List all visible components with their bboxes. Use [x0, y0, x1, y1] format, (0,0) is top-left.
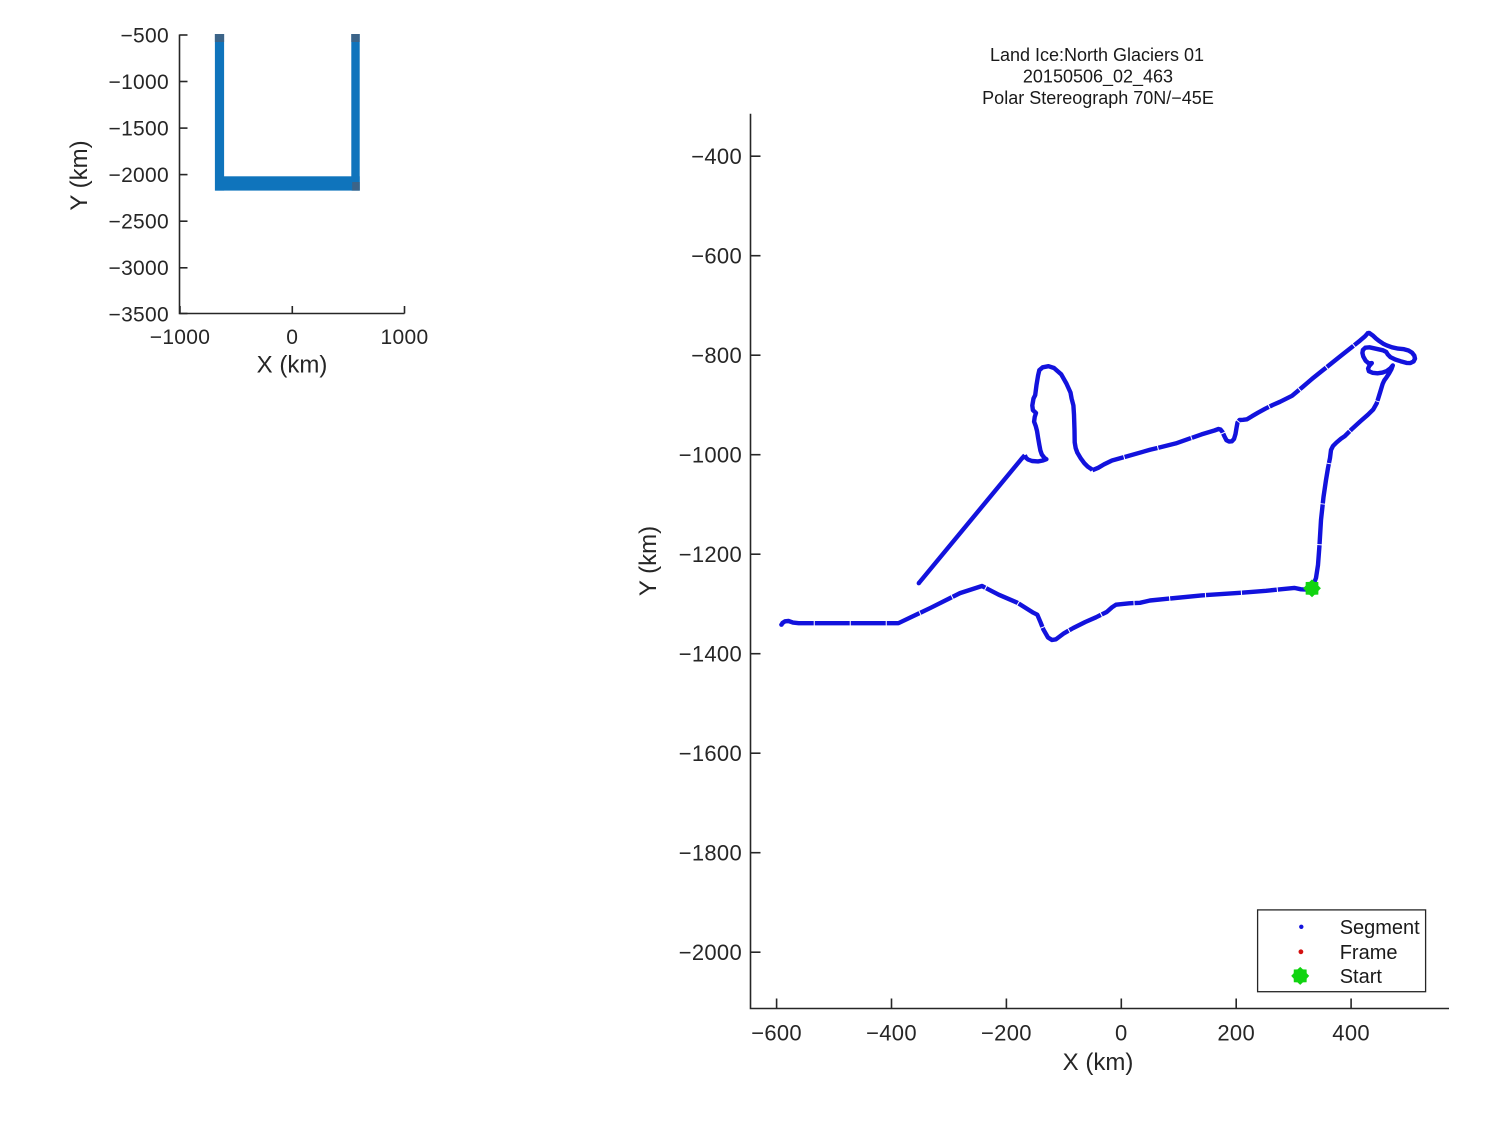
- svg-text:0: 0: [1115, 1021, 1128, 1046]
- svg-text:0: 0: [286, 326, 298, 349]
- svg-text:−600: −600: [691, 243, 742, 268]
- svg-text:−800: −800: [691, 343, 742, 368]
- svg-text:−2000: −2000: [679, 940, 742, 965]
- svg-text:−500: −500: [120, 24, 169, 47]
- svg-text:−1800: −1800: [679, 840, 742, 865]
- svg-text:1000: 1000: [381, 326, 429, 349]
- svg-text:−400: −400: [866, 1021, 917, 1046]
- svg-text:Y (km): Y (km): [66, 140, 93, 210]
- svg-text:−200: −200: [981, 1021, 1032, 1046]
- svg-text:Frame: Frame: [1340, 942, 1398, 964]
- svg-text:−2500: −2500: [109, 211, 169, 234]
- svg-text:−1000: −1000: [150, 326, 210, 349]
- svg-text:X (km): X (km): [1063, 1049, 1134, 1076]
- svg-text:−1400: −1400: [679, 641, 742, 666]
- svg-text:−1500: −1500: [109, 117, 169, 140]
- svg-text:Segment: Segment: [1340, 917, 1420, 939]
- svg-text:Land Ice:North Glaciers 01: Land Ice:North Glaciers 01: [990, 45, 1204, 65]
- svg-text:−3000: −3000: [109, 257, 169, 280]
- svg-text:Polar Stereograph 70N/−45E: Polar Stereograph 70N/−45E: [982, 88, 1214, 108]
- svg-text:−1600: −1600: [679, 741, 742, 766]
- svg-text:−400: −400: [691, 144, 742, 169]
- svg-text:20150506_02_463: 20150506_02_463: [1023, 67, 1173, 88]
- svg-text:−600: −600: [751, 1021, 802, 1046]
- svg-text:−1000: −1000: [109, 71, 169, 94]
- svg-text:−1000: −1000: [679, 442, 742, 467]
- svg-text:X (km): X (km): [257, 352, 328, 379]
- svg-text:Y (km): Y (km): [635, 526, 662, 596]
- svg-text:Start: Start: [1340, 966, 1383, 988]
- svg-text:−3500: −3500: [109, 304, 169, 327]
- svg-text:400: 400: [1332, 1021, 1370, 1046]
- svg-text:200: 200: [1217, 1021, 1255, 1046]
- svg-text:−2000: −2000: [109, 164, 169, 187]
- svg-text:−1200: −1200: [679, 542, 742, 567]
